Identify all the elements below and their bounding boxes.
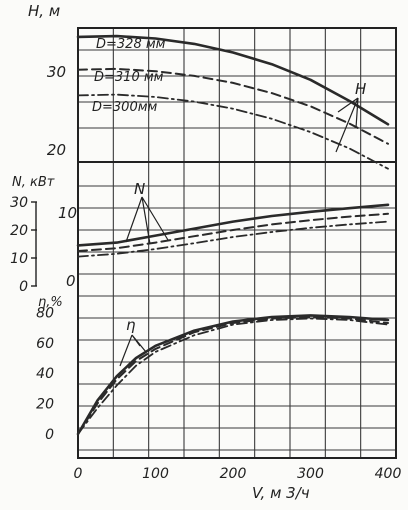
series-label-d300: D=300мм: [92, 100, 158, 115]
efficiency-tick-label: 60: [36, 336, 54, 352]
x-tick-label: 400: [375, 466, 402, 482]
series-label-d328: D=328 мм: [96, 37, 166, 52]
head-curve-dashdot: [77, 93, 389, 170]
efficiency-tick-label: 80: [36, 305, 54, 321]
efficiency-curve-dashed: [77, 316, 389, 435]
power-scale-bracket: [31, 201, 37, 287]
efficiency-label-leader: [119, 334, 147, 367]
x-tick-labels: 0 100 200 300 400: [74, 466, 402, 482]
x-tick-label: 0: [74, 466, 83, 482]
power-axis-label: N, кВт: [12, 175, 55, 190]
power-label-leader: [125, 196, 169, 245]
head-panel-grid: [78, 28, 396, 162]
power-tick-labels: 0 10 20 30: [10, 195, 28, 295]
efficiency-curve-solid: [76, 314, 390, 436]
lower-frame-tick-10: 10: [58, 204, 77, 222]
head-tick-label: 20: [47, 141, 66, 159]
x-tick-label: 200: [220, 466, 247, 482]
power-tick-label: 10: [10, 251, 28, 267]
lower-frame-tick-0: 0: [66, 272, 76, 290]
head-tick-label: 30: [47, 63, 66, 81]
power-curve-dashed: [77, 212, 389, 252]
power-tick-label: 20: [10, 223, 28, 239]
efficiency-curve-dashdot: [77, 317, 389, 435]
power-tick-label: 0: [19, 279, 28, 295]
head-curve-label: H: [355, 80, 366, 98]
efficiency-tick-labels: 0 20 40 60 80: [36, 305, 54, 443]
efficiency-tick-label: 20: [36, 397, 54, 413]
head-axis-label: H, м: [28, 2, 60, 20]
x-tick-label: 100: [142, 466, 169, 482]
efficiency-tick-label: 40: [36, 366, 54, 382]
efficiency-axis-label: η,%: [38, 295, 63, 310]
curve-layer: [76, 34, 390, 436]
efficiency-tick-label: 0: [45, 427, 54, 443]
x-tick-label: 300: [297, 466, 324, 482]
lower-panel-grid: [78, 162, 396, 458]
head-curve-solid: [76, 34, 390, 126]
head-label-leader: [335, 97, 359, 153]
series-label-d310: D=310 мм: [94, 70, 164, 85]
power-curve-solid: [76, 203, 390, 247]
efficiency-curve-label: η: [126, 316, 136, 334]
power-curve-dashdot: [77, 220, 389, 258]
power-tick-label: 30: [10, 195, 28, 211]
x-axis-label: V, м 3/ч: [252, 484, 310, 502]
lower-panel-frame: [77, 161, 397, 459]
power-curve-label: N: [134, 180, 145, 198]
head-curve-dashed: [77, 67, 389, 145]
